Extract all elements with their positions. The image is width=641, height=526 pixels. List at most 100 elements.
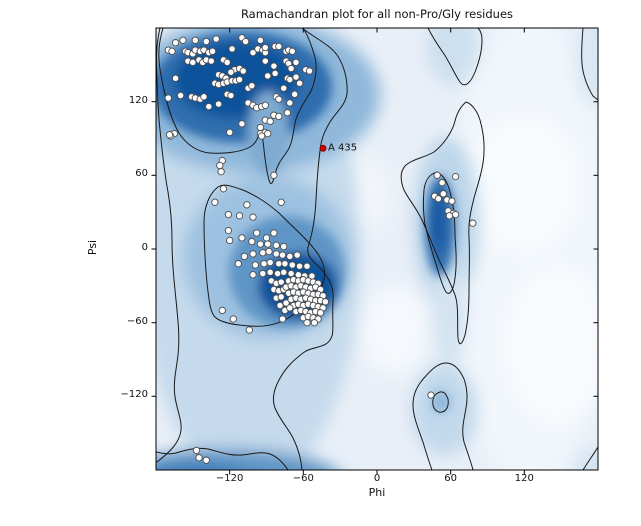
density-contour-bottom-blob [412,362,474,470]
scatter-point [280,242,288,251]
scatter-point [273,269,282,278]
scatter-point [176,91,185,100]
scatter-point [264,240,272,248]
scatter-point [226,236,234,245]
density-contour-beta-inner [158,28,317,185]
x-tick-label: −120 [215,473,244,484]
scatter-point [248,82,256,90]
scatter-point [245,326,253,334]
scatter-point [277,293,285,301]
scatter-point [277,198,285,206]
scatter-point [217,168,225,176]
scatter-point [212,35,220,43]
density-contour-outer-main [272,28,348,470]
scatter-point [208,47,217,55]
scatter-point [292,58,300,67]
scatter-point [227,91,235,100]
scatter-point [256,123,265,132]
scatter-point [266,117,274,125]
scatter-point [270,62,278,70]
y-tick-label: 0 [141,242,148,253]
y-tick-label: −60 [126,315,148,327]
scatter-point [451,210,460,219]
scatter-point [280,84,288,92]
scatter-point [264,72,272,80]
scatter-point [189,58,197,67]
scatter-point [294,271,303,279]
scatter-point [171,74,180,82]
scatter-point [211,198,219,206]
y-tick-label: 60 [135,168,148,180]
scatter-point [445,212,454,220]
scatter-point [427,391,435,399]
scatter-point [264,129,272,138]
scatter-point [223,58,231,67]
scatter-point [238,234,246,242]
scatter-point [214,100,223,108]
scatter-point [192,446,201,455]
density-contour-right-top [581,28,598,101]
scatter-point [295,79,304,87]
scatter-point [272,241,280,249]
scatter-point [229,315,237,323]
scatter-layer: A 435 [164,34,477,464]
scatter-point [281,260,289,268]
scatter-point [235,75,244,84]
scatter-point [271,69,279,78]
x-tick-label: 60 [444,473,458,484]
scatter-point [235,212,244,220]
density-shading-layer [156,28,598,470]
scatter-point [218,306,226,315]
density-contour-top-lobe [427,28,483,86]
scatter-point [303,262,311,270]
scatter-point [227,68,235,76]
scatter-point [202,456,210,464]
scatter-point [257,132,266,140]
scatter-point [259,269,267,278]
scatter-point [266,258,274,267]
scatter-point [305,67,314,75]
scatter-point [262,234,271,242]
scatter-point [261,101,269,109]
scatter-point [288,47,296,55]
scatter-point [277,278,285,286]
scatter-point [469,219,477,227]
scatter-point [275,95,283,103]
scatter-point [288,261,296,269]
scatter-point [451,172,460,181]
scatter-point [191,36,199,44]
scatter-point [256,36,265,44]
scatter-point [448,197,456,205]
scatter-point [272,250,280,258]
scatter-point [321,298,330,306]
density-contour-right-bottom-corner [582,446,598,470]
scatter-point [234,260,242,268]
scatter-point [434,195,443,203]
density-contour-bottom-blob-inner [432,391,449,413]
x-tick-label: 120 [514,473,534,484]
scatter-point [202,37,210,46]
contour-layer [156,28,598,470]
scatter-point [438,179,446,187]
scatter-point [293,251,301,259]
density-contour-alpha-inner [203,184,326,327]
scatter-point [200,93,208,101]
scatter-point [238,120,246,128]
y-axis-label: Psi [86,239,100,256]
scatter-point [195,454,203,462]
scatter-point [241,37,250,46]
scatter-point [207,57,215,65]
scatter-point [280,268,288,276]
scatter-point [303,319,311,327]
density-contour-lalpha-outer [400,101,485,345]
scatter-point [243,201,251,209]
scatter-point [282,299,290,307]
scatter-point [283,109,292,117]
scatter-point [265,247,273,256]
scatter-point [228,45,236,53]
plot-frame [155,27,599,471]
scatter-point [278,251,287,259]
scatter-point [216,161,224,170]
scatter-point [433,171,441,179]
